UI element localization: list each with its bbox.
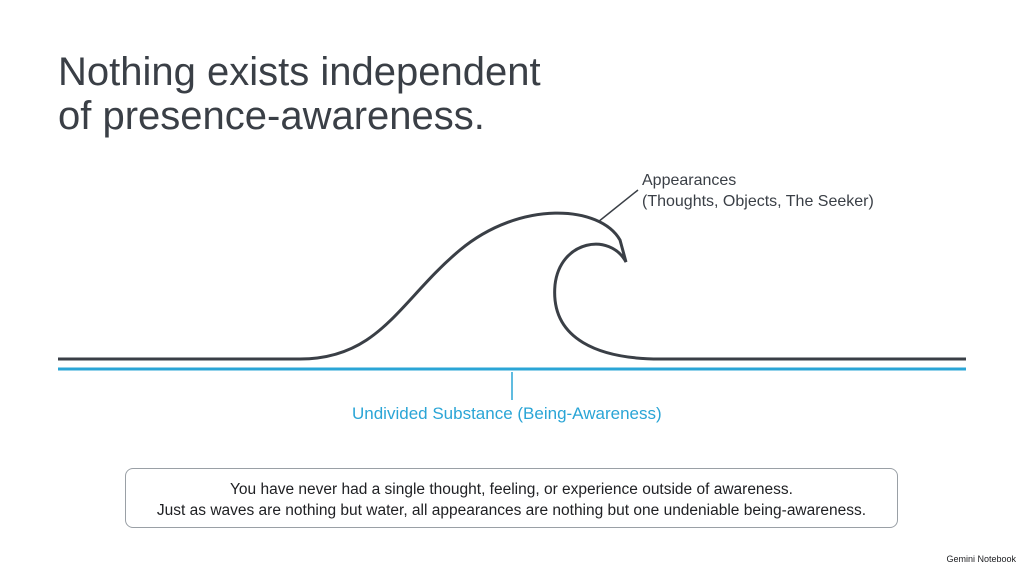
- title-line: of presence-awareness.: [58, 94, 485, 138]
- caption-line: Just as waves are nothing but water, all…: [156, 502, 867, 519]
- title-line: Nothing exists independent: [58, 50, 541, 94]
- substance-label: Undivided Substance (Being-Awareness): [352, 404, 662, 423]
- caption-line: You have never had a single thought, fee…: [230, 481, 793, 498]
- caption-box: [125, 468, 898, 528]
- wave-line: [58, 211, 966, 361]
- wave-pointer: [597, 189, 639, 223]
- wave-label: (Thoughts, Objects, The Seeker): [642, 193, 874, 210]
- wave-label: Appearances: [642, 172, 737, 189]
- brand: Gemini Notebook: [946, 554, 1016, 564]
